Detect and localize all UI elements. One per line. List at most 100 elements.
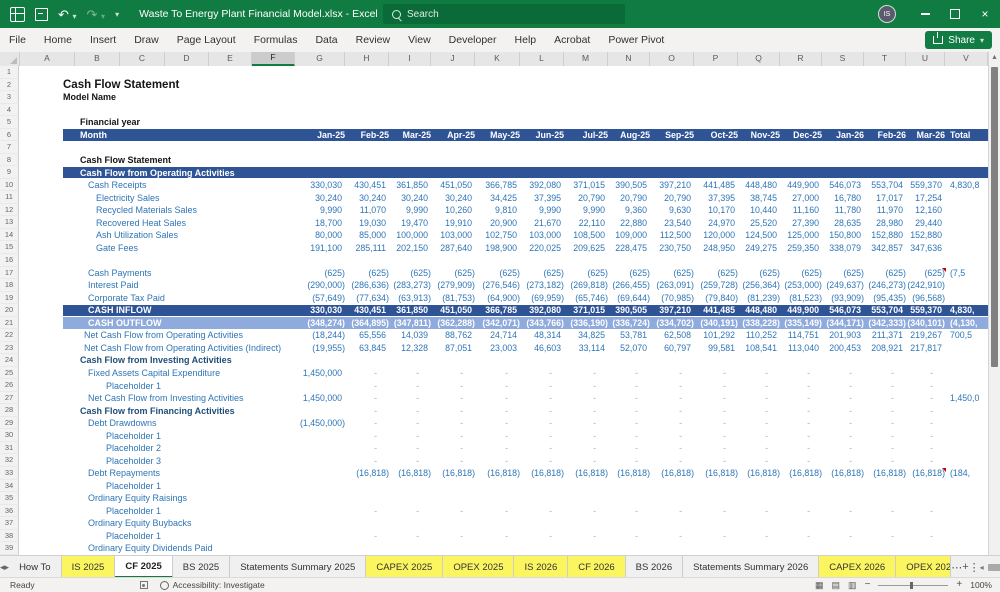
cell[interactable]: (348,274) xyxy=(307,317,345,328)
page-break-view-icon[interactable]: ▥ xyxy=(848,579,857,590)
ribbon-tab-acrobat[interactable]: Acrobat xyxy=(554,33,591,46)
cell[interactable]: (342,333) xyxy=(868,317,906,328)
cell[interactable]: 700,5 xyxy=(950,330,973,341)
cell[interactable]: - xyxy=(549,405,552,416)
cell[interactable]: - xyxy=(891,530,894,541)
cell[interactable]: (1,450,000) xyxy=(300,418,345,429)
ribbon-tab-view[interactable]: View xyxy=(408,33,431,46)
cell[interactable]: 28,980 xyxy=(876,217,903,228)
cell[interactable]: 559,370 xyxy=(910,180,942,191)
cell[interactable]: 120,000 xyxy=(703,230,735,241)
cell[interactable]: - xyxy=(593,505,596,516)
cell[interactable]: 219,267 xyxy=(910,330,942,341)
cell[interactable]: 12,328 xyxy=(401,342,428,353)
cell[interactable]: - xyxy=(505,455,508,466)
cell[interactable]: 17,017 xyxy=(876,192,903,203)
close-button[interactable]: × xyxy=(981,7,989,21)
sheet-tab-is-2026[interactable]: IS 2026 xyxy=(514,556,569,578)
row-label[interactable]: Interest Paid xyxy=(88,280,139,291)
redo-icon[interactable]: ↷ ▾ xyxy=(86,6,106,22)
cell[interactable]: 124,500 xyxy=(745,230,777,241)
cell[interactable]: 112,500 xyxy=(659,230,691,241)
cell[interactable]: - xyxy=(549,418,552,429)
cell[interactable]: (4,130, xyxy=(950,317,978,328)
sheet-tab-is-2025[interactable]: IS 2025 xyxy=(61,556,116,578)
row-header-15[interactable]: 15 xyxy=(0,241,19,254)
cell[interactable]: (625) xyxy=(368,267,389,278)
cell[interactable]: (69,959) xyxy=(531,292,564,303)
more-sheets-icon[interactable]: ⋯ xyxy=(951,561,963,574)
row-header-4[interactable]: 4 xyxy=(0,103,19,117)
cell[interactable]: (338,228) xyxy=(742,317,780,328)
cell[interactable]: - xyxy=(807,393,810,404)
cell[interactable]: - xyxy=(723,418,726,429)
cell[interactable]: (77,634) xyxy=(356,292,389,303)
cell[interactable]: - xyxy=(593,380,596,391)
row-header-34[interactable]: 34 xyxy=(0,479,19,493)
cell[interactable]: 448,480 xyxy=(745,305,777,316)
cell[interactable]: 125,000 xyxy=(787,230,819,241)
row-header-2[interactable]: 2 xyxy=(0,78,19,92)
cell[interactable]: - xyxy=(930,368,933,379)
row-label[interactable]: Placeholder 2 xyxy=(106,443,162,454)
cell[interactable]: - xyxy=(679,430,682,441)
cell[interactable]: 361,850 xyxy=(396,305,428,316)
cell[interactable]: 152,880 xyxy=(910,230,942,241)
cell[interactable]: - xyxy=(849,530,852,541)
row-label[interactable]: Ordinary Equity Dividends Paid xyxy=(88,543,213,554)
cell[interactable]: (625) xyxy=(587,267,608,278)
cell[interactable]: 14,039 xyxy=(401,330,428,341)
cell[interactable]: - xyxy=(505,405,508,416)
cell[interactable]: (256,364) xyxy=(742,280,780,291)
row-label[interactable]: Placeholder 1 xyxy=(106,380,162,391)
cell[interactable]: (344,171) xyxy=(826,317,864,328)
row-header-26[interactable]: 26 xyxy=(0,379,19,392)
cell[interactable]: (184, xyxy=(950,468,971,479)
month-header[interactable]: Mar-26 xyxy=(916,129,945,140)
cell[interactable]: (16,818) xyxy=(705,468,738,479)
cell[interactable]: 19,030 xyxy=(359,217,386,228)
cell[interactable]: - xyxy=(505,430,508,441)
row-label[interactable]: Debt Repayments xyxy=(88,468,161,479)
cell[interactable]: - xyxy=(765,455,768,466)
sheet-tab-opex-2026[interactable]: OPEX 2026 xyxy=(896,556,952,578)
cell[interactable]: - xyxy=(807,405,810,416)
sheet-nav-left-icon[interactable]: ◂ xyxy=(0,561,5,572)
column-header-V[interactable]: V xyxy=(945,52,988,66)
cell[interactable]: 9,990 xyxy=(582,205,605,216)
sheet-tab-capex-2025[interactable]: CAPEX 2025 xyxy=(366,556,444,578)
cell[interactable]: - xyxy=(593,368,596,379)
cell[interactable]: 390,505 xyxy=(615,180,647,191)
ribbon-tab-home[interactable]: Home xyxy=(43,33,72,46)
cell[interactable]: - xyxy=(807,530,810,541)
cell[interactable]: - xyxy=(460,380,463,391)
cell[interactable]: 10,170 xyxy=(708,205,735,216)
cell[interactable]: - xyxy=(930,443,933,454)
cell[interactable]: 23,003 xyxy=(490,342,517,353)
cell[interactable]: 38,745 xyxy=(750,192,777,203)
cell[interactable]: (16,818) xyxy=(831,468,864,479)
cell[interactable]: 330,030 xyxy=(310,180,342,191)
cell[interactable]: - xyxy=(765,443,768,454)
cell[interactable]: - xyxy=(593,405,596,416)
row-header-10[interactable]: 10 xyxy=(0,178,19,192)
cell[interactable]: - xyxy=(930,393,933,404)
sheet-tab-statements-summary-2025[interactable]: Statements Summary 2025 xyxy=(230,556,367,578)
cell[interactable]: 9,990 xyxy=(319,205,342,216)
row-header-5[interactable]: 5 xyxy=(0,116,19,129)
cell[interactable]: 546,073 xyxy=(829,180,861,191)
cell[interactable]: (16,818) xyxy=(912,468,945,479)
cell[interactable]: 371,015 xyxy=(573,180,605,191)
cell[interactable]: (266,455) xyxy=(612,280,650,291)
cell[interactable]: - xyxy=(679,443,682,454)
column-header-E[interactable]: E xyxy=(209,52,252,66)
cell[interactable]: 48,314 xyxy=(534,330,561,341)
row-label[interactable]: Placeholder 1 xyxy=(106,530,162,541)
cell[interactable]: 198,900 xyxy=(485,242,517,253)
cell[interactable]: - xyxy=(374,430,377,441)
accessibility-status[interactable]: Accessibility: Investigate xyxy=(159,580,265,590)
cell[interactable]: 1,450,0 xyxy=(950,393,980,404)
row-label[interactable]: Month xyxy=(80,129,107,140)
cell[interactable]: - xyxy=(891,368,894,379)
cell[interactable]: 19,910 xyxy=(445,217,472,228)
